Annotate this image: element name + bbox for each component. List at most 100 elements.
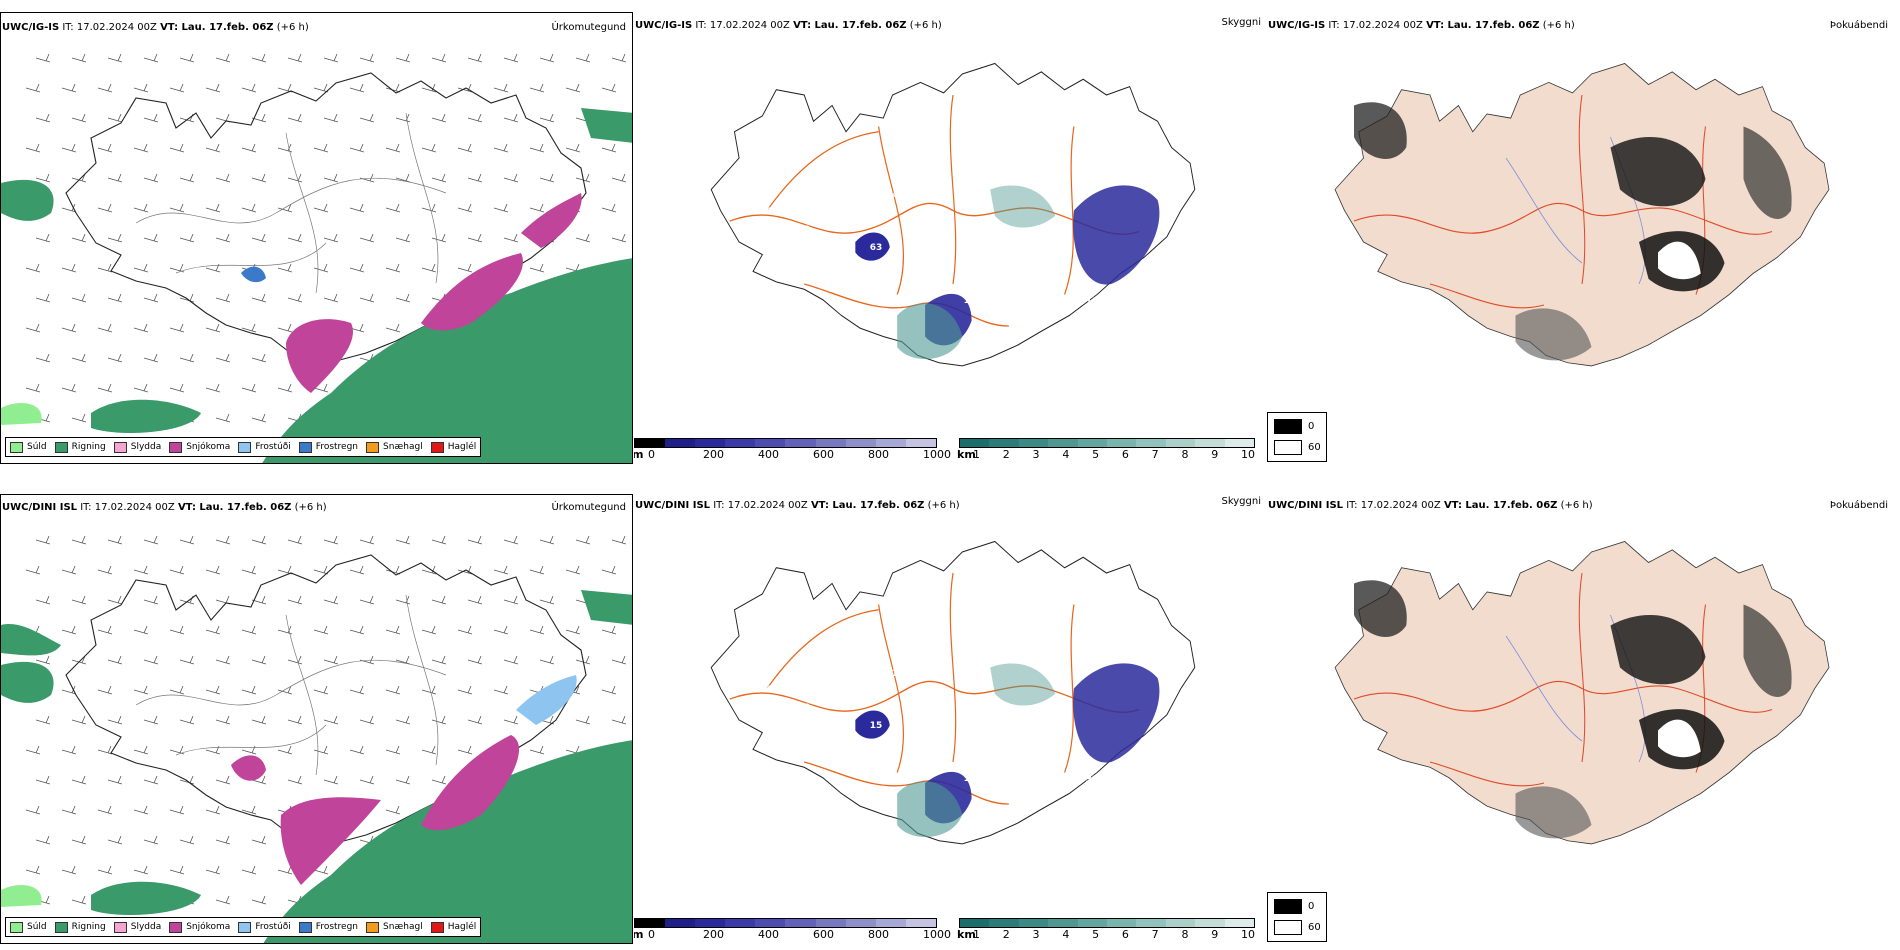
wind-barb [215, 353, 231, 363]
wind-barb [133, 323, 149, 333]
wind-barb [529, 565, 545, 575]
wind-barb [169, 805, 185, 815]
legend-item: Rigning [54, 921, 106, 933]
wind-barb [179, 53, 195, 63]
legend-swatch [298, 441, 312, 453]
legend-item: Frostúði [238, 441, 291, 453]
colorbar-tick: 600 [813, 928, 834, 941]
wind-barb [611, 535, 627, 545]
legend-label: Súld [27, 442, 47, 452]
wind-barb [349, 263, 365, 273]
wind-barb [143, 233, 159, 243]
terrain-lines [135, 594, 447, 776]
wind-barb [251, 233, 267, 243]
wind-barb [539, 595, 555, 605]
cloud-base-value-label: 154 [745, 633, 764, 643]
wind-barb [493, 203, 509, 213]
wind-barb [205, 323, 221, 333]
legend-item: Haglél [430, 441, 476, 453]
wind-barb [277, 745, 293, 755]
rain-area [1, 624, 61, 656]
colorbar-segment [665, 919, 696, 927]
wind-barb [169, 625, 185, 635]
snow-area [286, 319, 353, 393]
wind-barb [385, 143, 401, 153]
wind-barb [97, 143, 113, 153]
colorbar-segment [1136, 919, 1166, 927]
drizzle-area [1, 885, 42, 907]
wind-barb [421, 143, 437, 153]
cloud-base-value-label: 99 [813, 668, 826, 678]
wind-barb [313, 865, 329, 875]
wind-barb [287, 53, 303, 63]
wind-barb [503, 655, 519, 665]
colorbar-tick: 8 [1181, 928, 1189, 941]
wind-barb [421, 565, 437, 575]
colorbar-segment [960, 919, 990, 927]
wind-barb [359, 715, 375, 725]
legend-item: Frostregn [298, 921, 358, 933]
legend-swatch [10, 921, 23, 933]
wind-barb [71, 53, 87, 63]
wind-barb [71, 233, 87, 243]
wind-barb [467, 535, 483, 545]
cloud-base-value-label: 83 [1136, 615, 1149, 625]
wind-barb [349, 565, 365, 575]
legend-label: Rigning [71, 922, 106, 932]
legend-item: Frostúði [238, 921, 291, 933]
wind-barb [313, 383, 329, 393]
wind-barb [467, 173, 483, 183]
wind-barb [61, 263, 77, 273]
colorbar-tick: 600 [813, 448, 834, 461]
colorbar-tick: 1 [973, 928, 980, 941]
cloud-base-value-label: 101 [1036, 792, 1055, 802]
colorbar-segment [905, 439, 936, 447]
fog-area [1743, 604, 1792, 697]
wind-barb [179, 715, 195, 725]
wind-barb [359, 535, 375, 545]
wind-barb [241, 83, 257, 93]
legend-item: Snæhagl [366, 441, 423, 453]
cloud-base-area [855, 710, 890, 739]
colorbar-segment [725, 439, 756, 447]
panel-title: Þokuábendi [1829, 500, 1888, 511]
colorbar-segment [1048, 439, 1078, 447]
colorbar-tick: 1000 [923, 448, 951, 461]
wind-barb [421, 263, 437, 273]
wind-barb [457, 143, 473, 153]
wind-barb [601, 685, 617, 695]
wind-barb [503, 113, 519, 123]
cloud-base-value-label: 15 [860, 651, 873, 661]
wind-barb [349, 203, 365, 213]
fog-area [1610, 615, 1706, 685]
iceland-map [1334, 541, 1830, 845]
legend-label: Súld [27, 922, 47, 932]
colorbar-segment [635, 919, 666, 927]
wind-barb [323, 655, 339, 665]
wind-barb [215, 53, 231, 63]
legend-swatch [238, 921, 252, 933]
model-name: UWC/DINI ISL [2, 502, 78, 513]
panel-title: Skyggni [1221, 17, 1261, 28]
fog-legend-item: 60 [1274, 920, 1321, 935]
cloud-base-value-label: 30 [798, 225, 811, 235]
visibility-area [990, 663, 1056, 706]
wind-barb [71, 775, 87, 785]
wind-barb [143, 353, 159, 363]
rain-area [1, 179, 54, 221]
valid-time: VT: Lau. 17.feb. 06Z [160, 22, 274, 33]
wind-barb [359, 595, 375, 605]
wind-barb [97, 203, 113, 213]
wind-barb [215, 293, 231, 303]
colorbar-segment [875, 439, 906, 447]
wind-barb [601, 83, 617, 93]
wind-barb [25, 323, 41, 333]
colorbar-segment [1018, 919, 1049, 927]
wind-barb [241, 805, 257, 815]
colorbar-segment [845, 439, 876, 447]
colorbar-segment [755, 439, 786, 447]
wind-barb [133, 143, 149, 153]
cloud-base-value-label: 68 [935, 278, 948, 288]
legend-label: Frostúði [255, 922, 291, 932]
lead-time: (+6 h) [927, 500, 960, 511]
